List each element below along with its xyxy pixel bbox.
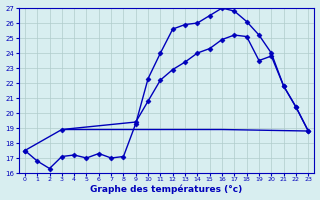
X-axis label: Graphe des températures (°c): Graphe des températures (°c) xyxy=(91,185,243,194)
